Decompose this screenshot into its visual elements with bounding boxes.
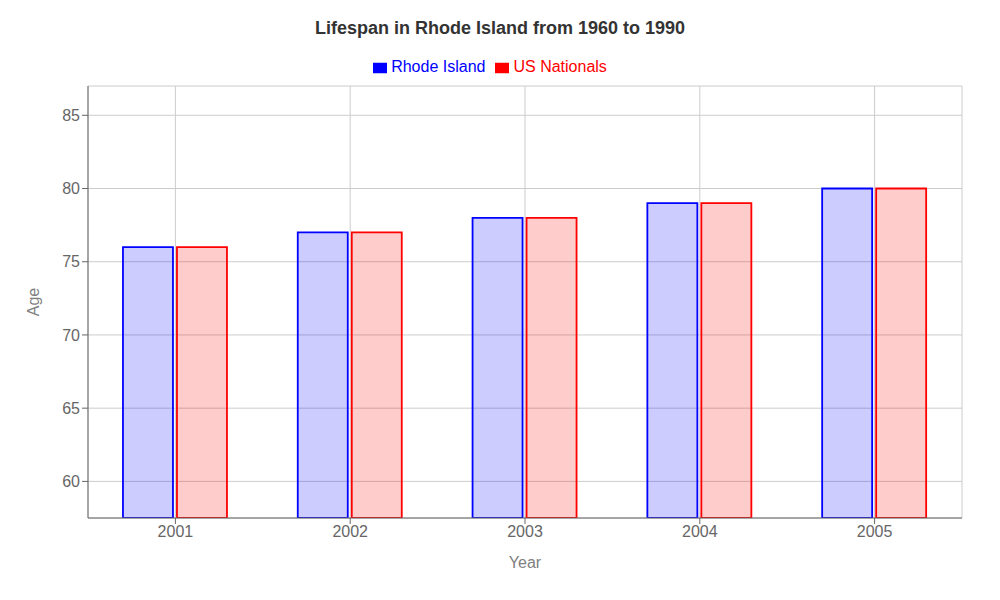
svg-text:2005: 2005 bbox=[857, 523, 893, 540]
svg-text:2004: 2004 bbox=[682, 523, 718, 540]
svg-text:2002: 2002 bbox=[332, 523, 368, 540]
svg-text:65: 65 bbox=[62, 400, 80, 417]
html-text:US Nationals: US Nationals bbox=[513, 58, 607, 75]
svg-text:70: 70 bbox=[62, 327, 80, 344]
svg-text:85: 85 bbox=[62, 107, 80, 124]
svg-text:2001: 2001 bbox=[158, 523, 194, 540]
html-text:Lifespan in Rhode Island from: Lifespan in Rhode Island from 1960 to 19… bbox=[314, 18, 685, 38]
svg-text:80: 80 bbox=[62, 180, 80, 197]
svg-text:Year: Year bbox=[509, 554, 542, 571]
svg-text:Age: Age bbox=[25, 288, 42, 317]
svg-text:2003: 2003 bbox=[507, 523, 543, 540]
svg-text:60: 60 bbox=[62, 473, 80, 490]
svg-text:75: 75 bbox=[62, 253, 80, 270]
html-text:Rhode Island: Rhode Island bbox=[391, 58, 486, 75]
